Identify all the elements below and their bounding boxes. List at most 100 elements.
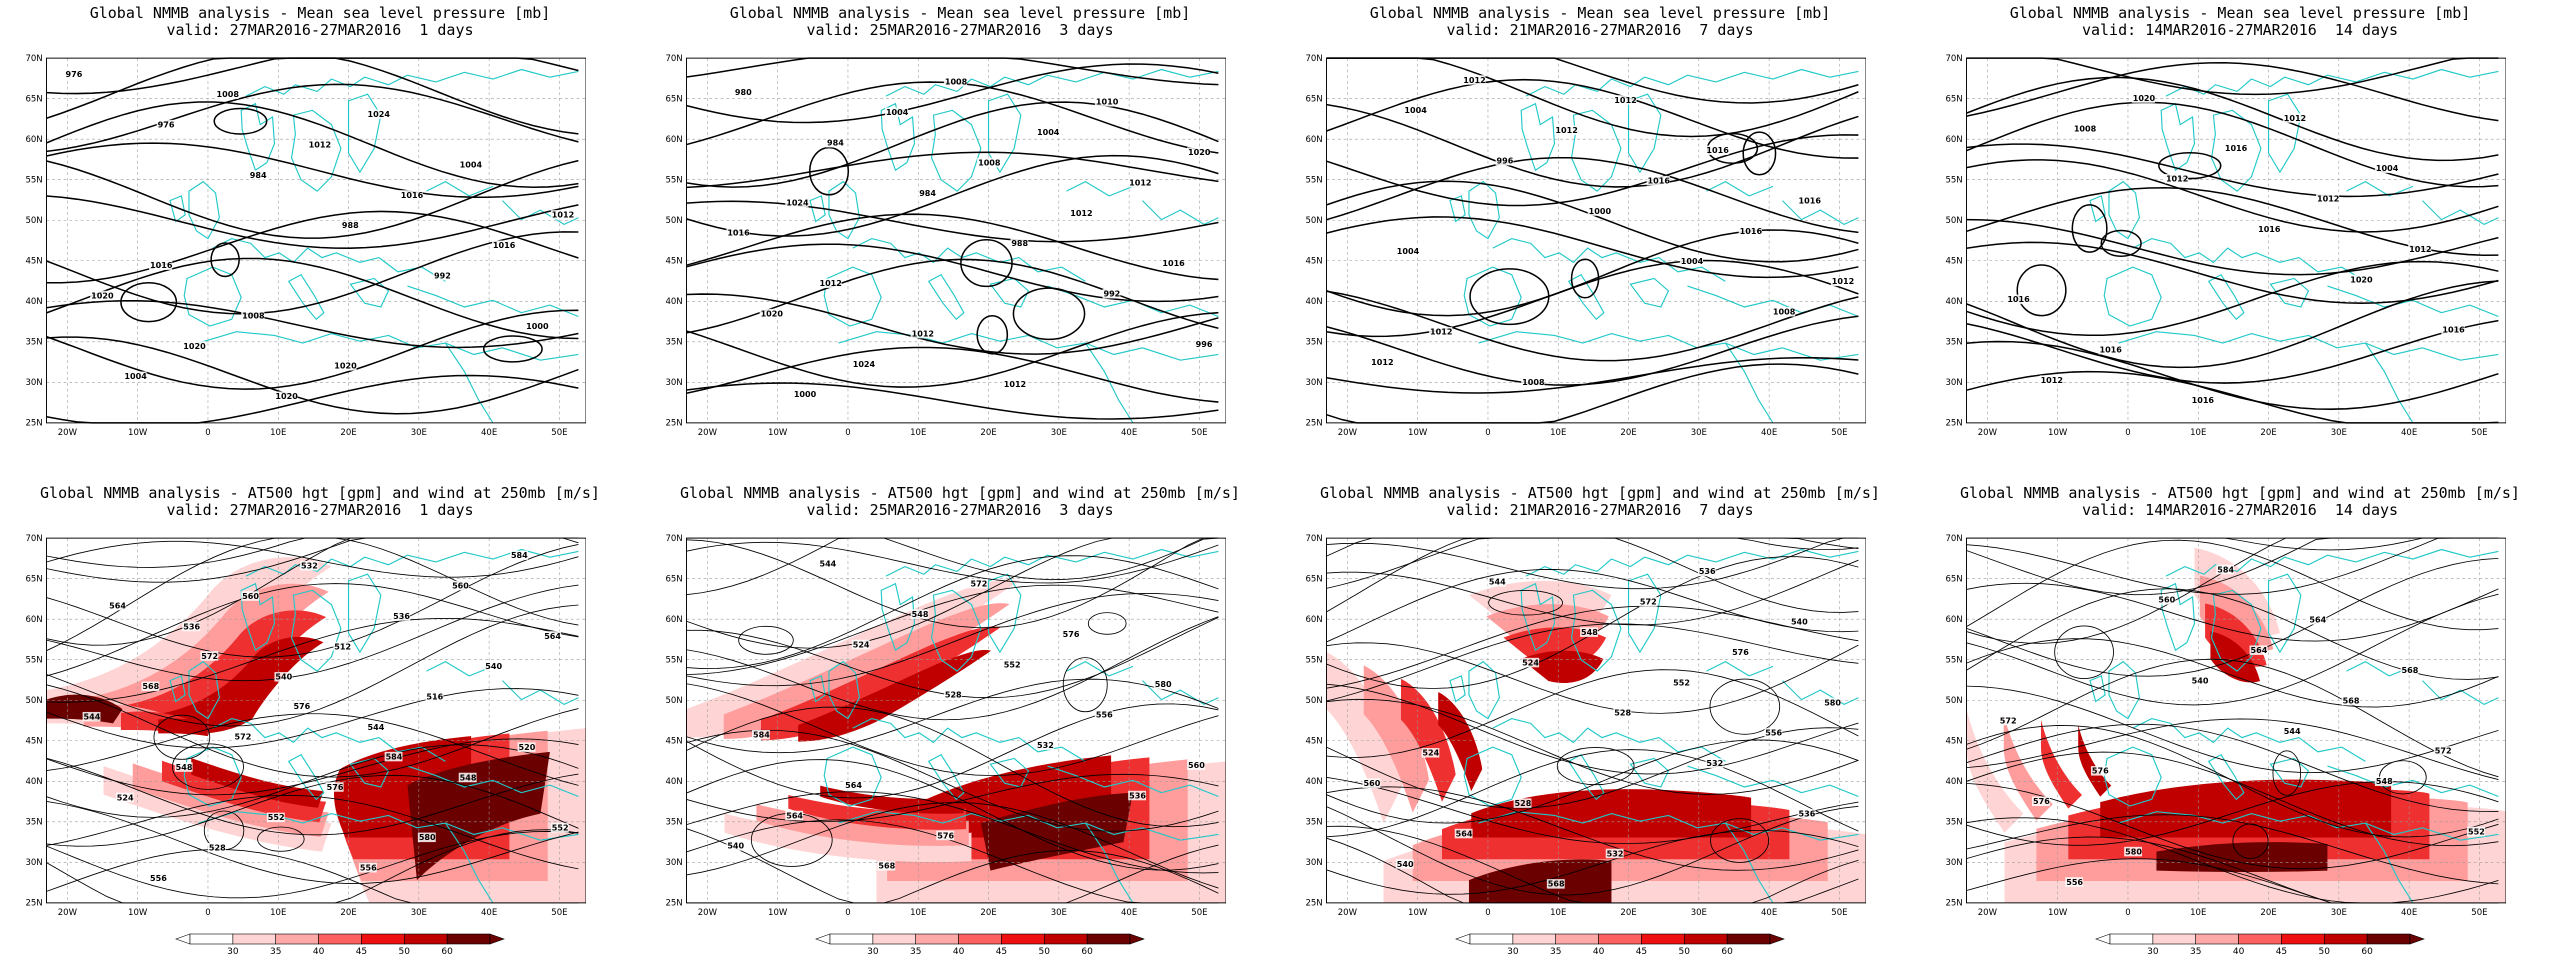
jet-shading: [2003, 714, 2053, 821]
contour-line: [1326, 229, 1859, 317]
coastline: [2364, 342, 2414, 424]
contour-label-bg: [2090, 766, 2109, 776]
contour-line: [686, 706, 1219, 828]
lon-label: 0: [205, 428, 210, 438]
coastline: [290, 589, 342, 672]
contour-label-bg: [241, 591, 260, 601]
contour-label: 520: [519, 743, 536, 752]
coastline: [2267, 573, 2302, 654]
coastline: [1570, 109, 1622, 192]
contour-label: 524: [1422, 749, 1439, 758]
contour-label-bg: [384, 751, 403, 762]
colorbar-segment: [2323, 933, 2368, 945]
coastline: [2364, 822, 2414, 904]
lat-label: 25N: [25, 899, 42, 909]
contour-line: [686, 258, 1219, 334]
coastline: [2108, 180, 2140, 240]
lat-label: 50N: [1305, 696, 1322, 706]
contour-label-bg: [484, 661, 503, 672]
contour-line: [1966, 814, 2499, 885]
lat-label: 65N: [1305, 575, 1322, 585]
lon-label: 40E: [1761, 428, 1777, 438]
colorbar-segment: [958, 933, 1002, 945]
contour-label: 976: [158, 120, 175, 129]
contour-label-bg: [1764, 728, 1783, 738]
contour-label-bg: [2374, 163, 2399, 174]
contour-label-bg: [1830, 276, 1855, 287]
lat-label: 50N: [1305, 216, 1322, 226]
lat-label: 60N: [25, 135, 42, 145]
contour-label-bg: [1128, 790, 1147, 801]
contour-label-bg: [366, 109, 390, 119]
colorbar-segment: [1512, 933, 1557, 945]
contour-line: [686, 243, 1219, 303]
contour-label: 984: [827, 139, 844, 148]
map-svg: 976 976 984 988 992 1000 1004 1008 1012 1016 1016 1…: [25, 54, 586, 438]
jet-shading: [1400, 678, 1456, 802]
map-frame: [1966, 57, 2506, 424]
mslp-panel: Global NMMB analysis - Mean sea level pr…: [640, 0, 1280, 480]
colorbar-tick-label: 35: [1550, 947, 1561, 956]
contour-label-bg: [1790, 616, 1808, 627]
contour-label: 1012: [1371, 358, 1393, 367]
coastline: [927, 273, 965, 321]
contour-label-bg: [1403, 105, 1427, 116]
lon-label: 40E: [2401, 908, 2417, 918]
contour-label-bg: [885, 107, 909, 118]
contour-label: 568: [1548, 880, 1565, 889]
colorbar-tick-label: 45: [996, 947, 1007, 956]
coastline: [1567, 273, 1605, 321]
contour-label: 1008: [242, 311, 265, 320]
lat-label: 25N: [1305, 899, 1322, 909]
contour-line: [1326, 537, 1859, 590]
contour-label-bg: [2282, 113, 2306, 123]
contour-label: 532: [1706, 759, 1723, 768]
coastline: [2207, 753, 2245, 801]
coastline: [183, 746, 242, 807]
jet-shading: [2210, 631, 2260, 683]
contour-label-bg: [1823, 697, 1842, 708]
contour-label-bg: [1462, 75, 1486, 85]
lon-label: 50E: [1191, 428, 1207, 438]
contour-label-bg: [792, 389, 817, 400]
colorbar-arrow-right: [489, 933, 505, 945]
map-area: 980 984 984 988 992 996 1000 1004 1008 1012 1016 10…: [665, 48, 1256, 438]
closed-contour: [213, 107, 268, 135]
contour-line: [46, 309, 579, 390]
contour-label: 1016: [401, 191, 424, 200]
map-frame: [46, 537, 586, 904]
contour-label: 564: [2309, 616, 2326, 625]
colorbar-segment: [2195, 933, 2239, 945]
contour-label-bg: [358, 862, 377, 873]
contour-line: [1966, 658, 2499, 778]
contour-line: [1326, 290, 1859, 362]
contour-label-bg: [2065, 877, 2084, 887]
map-area: 540 544 548 552 556 560 564 568 572 576 580 584 564 5…: [1945, 528, 2536, 918]
contour-label-bg: [2249, 645, 2268, 655]
lon-label: 50E: [1191, 908, 1207, 918]
contour-label-bg: [2341, 695, 2360, 706]
lon-label: 10E: [2190, 908, 2206, 918]
jet-core: [1468, 859, 1612, 903]
contour-label: 540: [1791, 618, 1808, 627]
colorbar-tick-label: 60: [1081, 947, 1093, 956]
contour-label: 524: [117, 793, 134, 802]
contour-line: [686, 616, 1219, 721]
lon-label: 30E: [411, 908, 427, 918]
coastline: [2165, 548, 2499, 577]
contour-line: [1966, 57, 2499, 96]
contour-label: 1024: [786, 198, 809, 207]
lon-label: 10E: [910, 908, 926, 918]
colorbar-segment: [1469, 933, 1514, 945]
coastline: [1706, 660, 1774, 677]
lon-label: 0: [1485, 428, 1490, 438]
contour-label: 572: [2000, 716, 2017, 725]
jet-shading: [723, 603, 1010, 739]
contour-label: 536: [183, 622, 200, 631]
contour-label: 1012: [2041, 376, 2063, 385]
coastline: [502, 200, 579, 225]
lat-label: 40N: [1945, 297, 1962, 307]
contour-line: [46, 257, 579, 340]
colorbar-segment: [1641, 933, 1685, 945]
lat-label: 70N: [1945, 534, 1962, 544]
